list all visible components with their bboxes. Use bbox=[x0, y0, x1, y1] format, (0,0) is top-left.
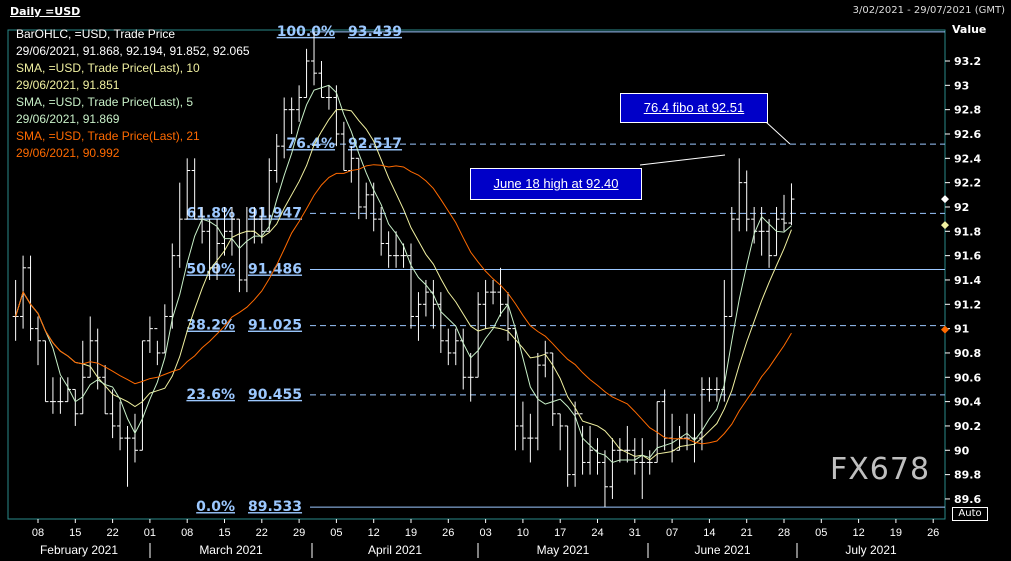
x-tick-label: 24 bbox=[591, 527, 603, 539]
auto-scale-button[interactable]: Auto bbox=[952, 507, 988, 521]
month-label: February 2021 bbox=[40, 543, 118, 557]
y-tick-label: 89.8 bbox=[954, 469, 981, 482]
month-label: June 2021 bbox=[694, 543, 750, 557]
legend-line: SMA, =USD, Trade Price(Last), 5 bbox=[16, 95, 194, 109]
y-tick-label: 92.8 bbox=[954, 104, 981, 117]
month-label: May 2021 bbox=[537, 543, 590, 557]
y-axis-label: Value bbox=[952, 23, 986, 36]
sma-10-line bbox=[15, 109, 792, 461]
x-tick-label: 08 bbox=[32, 527, 44, 539]
annotation-connector bbox=[765, 121, 791, 145]
x-tick-label: 21 bbox=[741, 527, 753, 539]
x-tick-label: 29 bbox=[293, 527, 305, 539]
y-tick-label: 90.4 bbox=[954, 396, 981, 409]
x-tick-label: 15 bbox=[69, 527, 81, 539]
x-tick-label: 19 bbox=[405, 527, 417, 539]
annotation-fibo[interactable]: 76.4 fibo at 92.51 bbox=[620, 93, 768, 123]
x-tick-label: 12 bbox=[368, 527, 380, 539]
legend-line: 29/06/2021, 91.851 bbox=[16, 78, 120, 92]
y-tick-label: 93 bbox=[954, 79, 969, 92]
x-tick-label: 26 bbox=[927, 527, 939, 539]
y-tick-label: 90.6 bbox=[954, 371, 981, 384]
x-tick-label: 12 bbox=[852, 527, 864, 539]
fib-value-label: 90.455 bbox=[248, 387, 302, 403]
x-tick-label: 10 bbox=[517, 527, 529, 539]
x-tick-label: 15 bbox=[218, 527, 230, 539]
y-tick-label: 91.6 bbox=[954, 250, 981, 263]
annotation-connector bbox=[639, 154, 726, 166]
x-tick-label: 28 bbox=[778, 527, 790, 539]
legend-line: 29/06/2021, 91.869 bbox=[16, 112, 120, 126]
x-tick-label: 01 bbox=[144, 527, 156, 539]
fib-pct-label: 100.0% bbox=[277, 24, 335, 40]
month-label: July 2021 bbox=[845, 543, 897, 557]
x-tick-label: 31 bbox=[629, 527, 641, 539]
y-tick-label: 92.4 bbox=[954, 152, 981, 165]
last-value-marker bbox=[941, 195, 949, 204]
legend-line: SMA, =USD, Trade Price(Last), 10 bbox=[16, 61, 200, 75]
legend: BarOHLC, =USD, Trade Price 29/06/2021, 91… bbox=[16, 26, 250, 162]
fib-pct-label: 0.0% bbox=[196, 499, 235, 515]
x-tick-label: 17 bbox=[554, 527, 566, 539]
watermark: FX678 bbox=[830, 452, 931, 487]
x-tick-label: 05 bbox=[330, 527, 342, 539]
month-label: March 2021 bbox=[199, 543, 263, 557]
fib-value-label: 89.533 bbox=[248, 499, 302, 515]
y-tick-label: 93.2 bbox=[954, 55, 981, 68]
date-range: 3/02/2021 - 29/07/2021 (GMT) bbox=[852, 5, 1005, 16]
legend-line: BarOHLC, =USD, Trade Price bbox=[16, 27, 176, 41]
x-tick-label: 22 bbox=[256, 527, 268, 539]
y-tick-label: 90.8 bbox=[954, 347, 981, 360]
legend-line: 29/06/2021, 90.992 bbox=[16, 146, 120, 160]
last-value-marker bbox=[941, 325, 949, 334]
legend-line: 29/06/2021, 91.868, 92.194, 91.852, 92.0… bbox=[16, 44, 250, 58]
sma-5-line bbox=[15, 84, 792, 464]
y-tick-label: 92 bbox=[954, 201, 969, 214]
y-tick-label: 90.2 bbox=[954, 420, 981, 433]
fib-pct-label: 38.2% bbox=[186, 318, 235, 334]
x-tick-label: 22 bbox=[106, 527, 118, 539]
x-tick-label: 26 bbox=[442, 527, 454, 539]
legend-line: SMA, =USD, Trade Price(Last), 21 bbox=[16, 129, 200, 143]
y-tick-label: 91.2 bbox=[954, 298, 981, 311]
last-value-marker bbox=[941, 221, 949, 230]
x-tick-label: 19 bbox=[890, 527, 902, 539]
fib-value-label: 91.025 bbox=[248, 318, 302, 334]
fib-pct-label: 23.6% bbox=[186, 387, 235, 403]
x-tick-label: 03 bbox=[479, 527, 491, 539]
plot-frame bbox=[7, 29, 946, 520]
x-tick-label: 07 bbox=[666, 527, 678, 539]
y-tick-label: 90 bbox=[954, 444, 970, 457]
month-label: April 2021 bbox=[368, 543, 422, 557]
y-tick-label: 92.6 bbox=[954, 128, 981, 141]
y-tick-label: 89.6 bbox=[954, 493, 981, 506]
y-tick-label: 91.4 bbox=[954, 274, 981, 287]
x-tick-label: 08 bbox=[181, 527, 193, 539]
chart-title: Daily =USD bbox=[10, 5, 81, 18]
fib-pct-label: 61.8% bbox=[186, 205, 235, 221]
x-tick-label: 14 bbox=[703, 527, 715, 539]
y-tick-label: 91 bbox=[954, 323, 969, 336]
x-tick-label: 05 bbox=[815, 527, 827, 539]
annotation-june-high[interactable]: June 18 high at 92.40 bbox=[470, 168, 642, 200]
y-tick-label: 92.2 bbox=[954, 177, 981, 190]
sma-21-line bbox=[15, 164, 792, 445]
fib-pct-label: 76.4% bbox=[286, 136, 335, 152]
y-tick-label: 91.8 bbox=[954, 225, 981, 238]
fib-value-label: 93.439 bbox=[348, 24, 402, 40]
fib-value-label: 91.486 bbox=[248, 262, 302, 278]
